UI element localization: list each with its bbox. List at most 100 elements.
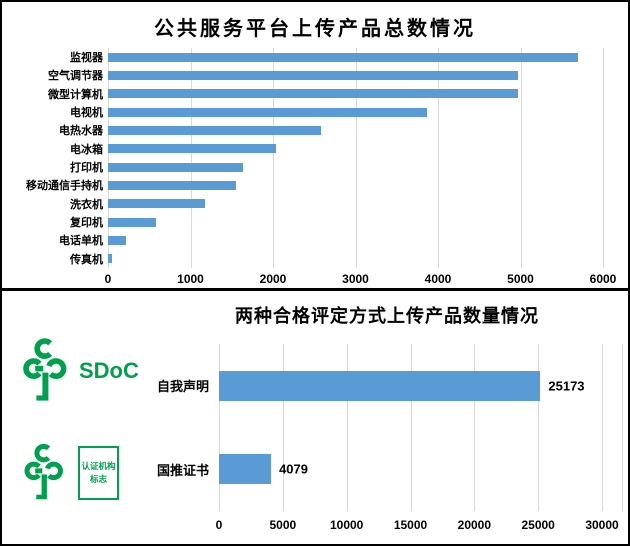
- bar-row: 空气调节器: [2, 66, 603, 84]
- bar-chart-conformity: 自我声明 25173 国推证书 4079 0 5000 10000 15000 20000 25…: [2, 344, 628, 544]
- gridline: [108, 48, 109, 268]
- cgp-tree-icon: [24, 443, 63, 500]
- x-tick-label: 3000: [342, 272, 369, 286]
- x-tick-label: 15000: [393, 518, 428, 532]
- bar-rows: 自我声明 25173 国推证书 4079: [2, 344, 602, 511]
- bar-track: [108, 217, 603, 227]
- chart-title-conformity: 两种合格评定方式上传产品数量情况: [235, 306, 539, 326]
- bar-传真机: [108, 254, 113, 264]
- plot-right-edge: [628, 48, 629, 268]
- bar-row: 洗衣机: [2, 195, 603, 213]
- bar-track: [108, 235, 603, 245]
- value-label: 25173: [548, 378, 585, 394]
- panel-total-products-chart: 公共服务平台上传产品总数情况 监视器 空气调节器 微型计算机 电视机 电热水器 电冰箱 打印…: [2, 2, 628, 288]
- bar-row: 移动通信手持机: [2, 176, 603, 194]
- gridline: [438, 48, 439, 268]
- cgp-sdoc-logo: SDoC: [16, 335, 139, 407]
- panel-conformity-chart: 两种合格评定方式上传产品数量情况 SDoC: [2, 291, 628, 544]
- sdoc-label: SDoC: [79, 358, 139, 383]
- bar-row: 打印机: [2, 158, 603, 176]
- bar-row: 电话单机: [2, 231, 603, 249]
- bar-row: 传真机: [2, 250, 603, 268]
- gridline: [410, 344, 412, 511]
- cgp-cert-logo: 认证机构 标志: [18, 441, 119, 505]
- bar-电视机: [108, 107, 428, 117]
- bar-监视器: [108, 52, 579, 62]
- gridline: [474, 344, 476, 511]
- bar-track: 4079: [219, 454, 602, 485]
- bar-track: [108, 254, 603, 264]
- gridline: [190, 48, 192, 268]
- bar-track: [108, 199, 603, 209]
- plot-area: [108, 48, 604, 268]
- bar-row: 复印机: [2, 213, 603, 231]
- x-tick-label: 10000: [329, 518, 364, 532]
- x-tick-label: 5000: [269, 518, 297, 532]
- gridline: [520, 48, 522, 268]
- x-tick-label: 2000: [259, 272, 287, 286]
- gridline: [346, 344, 348, 511]
- category-label: 电冰箱: [70, 143, 103, 156]
- gridline: [355, 48, 357, 268]
- x-axis: 0 5000 10000 15000 20000 25000 30000: [215, 518, 619, 534]
- category-label: 自我声明: [156, 379, 209, 395]
- bar-电话单机: [108, 235, 127, 245]
- bar-track: [108, 89, 603, 99]
- x-tick-label: 0: [104, 272, 112, 286]
- cgp-tree-icon: [23, 338, 67, 401]
- cert-mark-line1: 认证机构: [81, 461, 116, 472]
- gridline: [219, 344, 220, 511]
- bar-自我声明: [219, 370, 541, 401]
- category-label: 电热水器: [59, 125, 103, 138]
- x-tick-label: 20000: [457, 518, 492, 532]
- bar-打印机: [108, 162, 244, 172]
- panel-divider: [2, 288, 628, 291]
- x-tick-label: 25000: [521, 518, 555, 532]
- bar-row: 自我声明 25173: [2, 344, 602, 428]
- category-label: 传真机: [70, 253, 103, 266]
- cert-mark-box: 认证机构 标志: [78, 446, 119, 500]
- category-label: 国推证书: [156, 462, 209, 478]
- bar-track: [108, 162, 603, 172]
- bar-rows: 监视器空气调节器微型计算机电视机电热水器电冰箱打印机 移动通信手持机洗衣机复印机电…: [2, 48, 603, 268]
- bar-移动通信手持机: [108, 180, 236, 190]
- bar-空气调节器: [108, 70, 519, 80]
- gridline: [273, 48, 274, 268]
- bar-track: [108, 107, 603, 117]
- category-label: 空气调节器: [48, 70, 103, 83]
- bar-洗衣机: [108, 199, 205, 209]
- bar-chart-total-products: 监视器空气调节器微型计算机电视机电热水器电冰箱打印机 移动通信手持机洗衣机复印机电…: [2, 48, 628, 288]
- x-tick-label: 30000: [585, 518, 619, 532]
- bar-track: [108, 125, 603, 135]
- category-label: 微型计算机: [48, 88, 103, 101]
- bar-track: [108, 180, 603, 190]
- bar-国推证书: [219, 454, 272, 485]
- bar-track: [108, 144, 603, 154]
- category-label: 电视机: [70, 107, 103, 120]
- bar-row: 电冰箱: [2, 140, 603, 158]
- bar-电冰箱: [108, 144, 277, 154]
- bar-row: 微型计算机: [2, 85, 603, 103]
- cert-mark-line2: 标志: [89, 474, 107, 484]
- bar-row: 电热水器: [2, 121, 603, 139]
- x-tick-label: 5000: [507, 272, 534, 286]
- bar-复印机: [108, 217, 156, 227]
- bar-row: 电视机: [2, 103, 603, 121]
- x-tick-label: 1000: [177, 272, 204, 286]
- x-tick-label: 0: [215, 518, 223, 532]
- x-tick-label: 4000: [424, 272, 452, 286]
- bar-track: [108, 52, 603, 62]
- plot-area: [219, 344, 603, 511]
- bar-微型计算机: [108, 89, 519, 99]
- x-axis: 0 1000 2000 3000 4000 5000 6000: [104, 272, 617, 288]
- category-label: 洗衣机: [70, 198, 103, 211]
- category-label: 监视器: [70, 52, 103, 65]
- value-label: 4079: [279, 461, 308, 477]
- category-label: 电话单机: [59, 235, 103, 248]
- gridline: [282, 344, 284, 511]
- gridline: [603, 48, 604, 268]
- gridline: [602, 344, 603, 511]
- bar-track: 25173: [219, 370, 602, 401]
- plot-right-edge: [622, 344, 623, 511]
